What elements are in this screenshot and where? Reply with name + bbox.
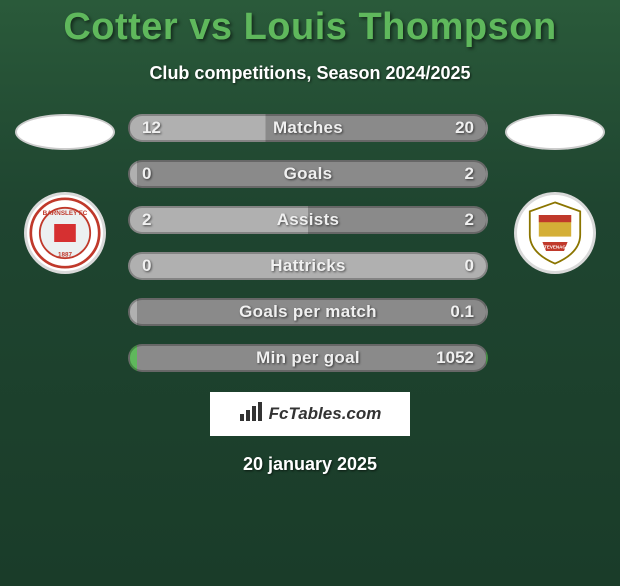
stat-label: Matches <box>273 118 343 138</box>
stat-left-value: 2 <box>142 210 151 230</box>
left-side: BARNSLEY FC 1887 <box>10 114 120 372</box>
stat-label: Goals per match <box>239 302 377 322</box>
page-title: Cotter vs Louis Thompson <box>0 6 620 49</box>
stat-right-value: 1052 <box>436 348 474 368</box>
right-country-flag-icon <box>505 114 605 150</box>
watermark-text: FcTables.com <box>269 404 382 424</box>
left-club-badge-icon: BARNSLEY FC 1887 <box>24 192 106 274</box>
svg-text:BARNSLEY FC: BARNSLEY FC <box>43 210 88 217</box>
svg-text:1887: 1887 <box>58 251 73 258</box>
watermark-icon <box>239 402 263 427</box>
stat-right-value: 2 <box>465 164 474 184</box>
date-label: 20 january 2025 <box>0 454 620 475</box>
subtitle: Club competitions, Season 2024/2025 <box>0 63 620 84</box>
comparison-container: BARNSLEY FC 1887 12Matches200Goals22Assi… <box>0 114 620 372</box>
watermark: FcTables.com <box>210 392 410 436</box>
stat-left-value: 12 <box>142 118 161 138</box>
stat-right-value: 2 <box>465 210 474 230</box>
stat-label: Min per goal <box>256 348 360 368</box>
stat-right-value: 0.1 <box>450 302 474 322</box>
stat-bar: 2 Assists 2 <box>128 206 488 234</box>
stat-bar: 0 Goals 2 <box>128 160 488 188</box>
stat-label: Goals <box>284 164 333 184</box>
stat-bar: Min per goal 1052 <box>128 344 488 372</box>
stat-left-value: 0 <box>142 256 151 276</box>
stat-right-value: 0 <box>465 256 474 276</box>
stat-bar: 12 Matches 20 <box>128 114 488 142</box>
stat-label: Assists <box>277 210 340 230</box>
stats-bars: 12Matches200Goals22Assists20Hattricks0Go… <box>120 114 500 372</box>
svg-text:STEVENAGE: STEVENAGE <box>541 244 569 249</box>
right-club-badge-icon: STEVENAGE <box>514 192 596 274</box>
stat-right-value: 20 <box>455 118 474 138</box>
stat-left-value: 0 <box>142 164 151 184</box>
right-side: STEVENAGE <box>500 114 610 372</box>
stat-label: Hattricks <box>270 256 345 276</box>
stat-bar: Goals per match 0.1 <box>128 298 488 326</box>
stat-bar: 0 Hattricks 0 <box>128 252 488 280</box>
left-country-flag-icon <box>15 114 115 150</box>
